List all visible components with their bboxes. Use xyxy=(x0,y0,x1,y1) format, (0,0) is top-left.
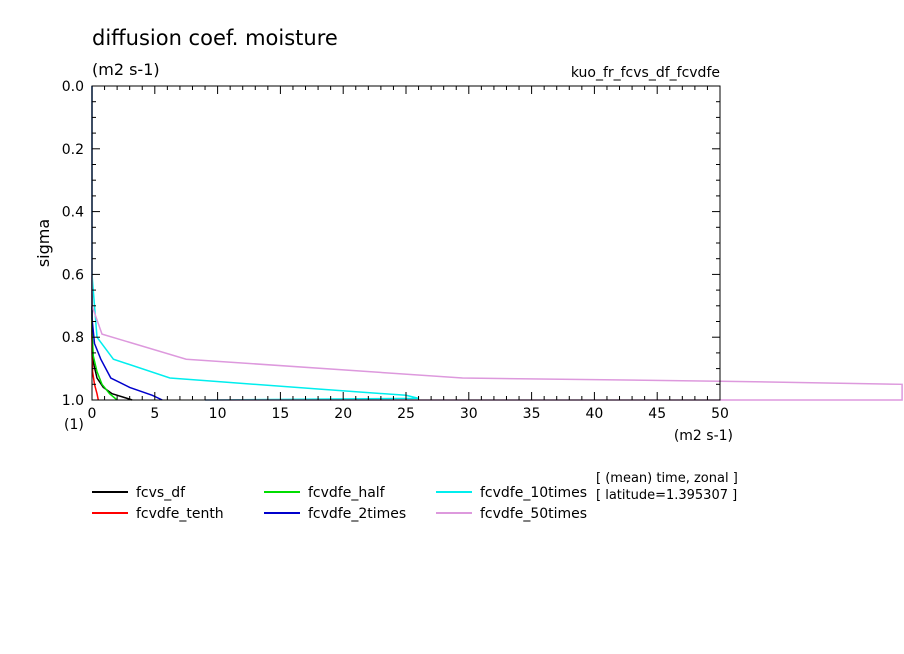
legend-label-fcvdfe_2times: fcvdfe_2times xyxy=(308,506,406,522)
x-tick-label: 35 xyxy=(523,406,541,422)
plot-frame xyxy=(91,85,721,401)
legend-label-fcvs_df: fcvs_df xyxy=(136,485,186,501)
chart-title-units: (m2 s-1) xyxy=(92,60,160,79)
x-tick-label: 0 xyxy=(88,406,97,422)
x-tick-label: 40 xyxy=(585,406,603,422)
annotation-latitude: [ latitude=1.395307 ] xyxy=(596,488,737,503)
legend-label-fcvdfe_tenth: fcvdfe_tenth xyxy=(136,506,224,522)
chart-title: diffusion coef. moisture xyxy=(92,26,338,50)
series-layer xyxy=(91,86,903,401)
legend-label-fcvdfe_half: fcvdfe_half xyxy=(308,485,386,501)
x-tick-label: 5 xyxy=(150,406,159,422)
y-axis: 0.0 0.2 0.4 0.6 0.8 1.0 xyxy=(62,79,720,409)
x-axis-label: (m2 s-1) xyxy=(674,428,733,444)
y-tick-label: 0.2 xyxy=(62,142,84,158)
x-axis: 0 5 10 15 20 25 30 35 40 45 50 xyxy=(88,86,729,422)
x-tick-label: 25 xyxy=(397,406,415,422)
legend: fcvs_df fcvdfe_half fcvdfe_10times fcvdfe_t… xyxy=(92,485,587,522)
series-line-fcvdfe_2times xyxy=(91,86,163,401)
y-tick-label: 1.0 xyxy=(62,393,84,409)
y-tick-label: 0.6 xyxy=(62,267,84,283)
x-tick-label: 50 xyxy=(711,406,729,422)
x-tick-label: 30 xyxy=(460,406,478,422)
series-line-fcvdfe_10times xyxy=(91,86,419,401)
y-tick-label: 0.0 xyxy=(62,79,84,95)
series-line-fcvdfe_50times xyxy=(91,86,903,401)
x-tick-label: 10 xyxy=(209,406,227,422)
x-tick-label: 15 xyxy=(271,406,289,422)
legend-label-fcvdfe_10times: fcvdfe_10times xyxy=(480,485,587,501)
y-axis-label: sigma xyxy=(34,219,53,267)
y-unit-label: (1) xyxy=(64,417,84,433)
legend-label-fcvdfe_50times: fcvdfe_50times xyxy=(480,506,587,522)
x-tick-label: 45 xyxy=(648,406,666,422)
annotation-time-zonal: [ (mean) time, zonal ] xyxy=(596,471,738,486)
x-tick-label: 20 xyxy=(334,406,352,422)
y-tick-label: 0.4 xyxy=(62,205,84,221)
y-tick-label: 0.8 xyxy=(62,330,84,346)
run-name: kuo_fr_fcvs_df_fcvdfe xyxy=(571,65,720,81)
